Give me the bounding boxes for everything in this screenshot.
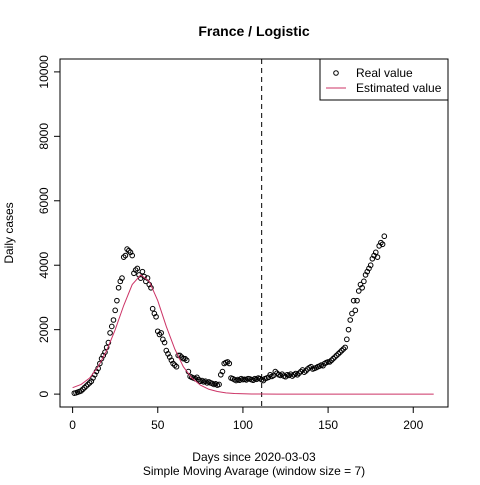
data-point xyxy=(119,275,125,281)
data-point xyxy=(381,233,388,240)
data-point xyxy=(361,278,367,285)
data-point xyxy=(224,359,231,365)
data-point xyxy=(105,339,112,346)
data-point xyxy=(139,268,146,275)
data-point xyxy=(340,346,347,352)
data-point xyxy=(158,330,164,336)
data-point xyxy=(183,357,190,364)
data-point xyxy=(350,297,357,304)
x-tick-label: 0 xyxy=(69,418,76,432)
legend-label: Estimated value xyxy=(356,81,442,95)
y-tick-label: 2000 xyxy=(37,316,51,343)
data-point xyxy=(333,352,340,359)
data-point xyxy=(372,249,379,256)
estimated-line xyxy=(72,274,434,395)
data-point xyxy=(347,317,354,323)
data-point xyxy=(132,267,139,273)
data-point xyxy=(298,368,304,375)
data-point xyxy=(335,351,342,357)
y-tick-label: 6000 xyxy=(37,187,51,214)
data-point xyxy=(80,386,86,393)
data-point xyxy=(134,265,141,272)
chart-title: France / Logistic xyxy=(198,23,309,39)
data-point xyxy=(355,288,362,294)
data-point xyxy=(86,380,93,386)
data-point xyxy=(195,376,202,383)
data-point xyxy=(330,355,337,362)
data-point xyxy=(110,317,117,323)
data-point xyxy=(115,284,122,291)
subtitle: Simple Moving Avarage (window size = 7) xyxy=(143,464,365,478)
data-point xyxy=(272,368,279,375)
y-axis-label: Daily cases xyxy=(2,202,16,263)
data-point xyxy=(126,247,132,254)
data-point xyxy=(294,371,301,378)
x-tick-label: 50 xyxy=(151,418,165,432)
data-point xyxy=(344,336,350,343)
data-point xyxy=(250,377,256,384)
data-point xyxy=(85,381,91,388)
data-point xyxy=(112,307,118,314)
data-point xyxy=(216,381,222,388)
data-point xyxy=(81,384,88,391)
x-tick-label: 200 xyxy=(403,418,423,432)
data-point xyxy=(342,344,348,351)
data-point xyxy=(107,330,113,336)
data-point xyxy=(236,377,243,384)
data-point xyxy=(374,254,381,260)
y-tick-label: 8000 xyxy=(37,123,51,150)
data-point xyxy=(349,310,355,317)
data-point xyxy=(171,362,178,368)
y-tick-label: 0 xyxy=(37,390,51,397)
data-point xyxy=(202,378,209,385)
data-point xyxy=(149,305,156,312)
x-axis-label: Days since 2020-03-03 xyxy=(192,450,316,464)
data-point xyxy=(97,360,103,367)
data-point xyxy=(170,360,176,367)
data-point xyxy=(161,339,168,346)
data-point xyxy=(296,370,302,376)
data-point xyxy=(156,331,163,338)
data-point xyxy=(226,360,233,367)
data-point xyxy=(120,254,127,260)
data-point xyxy=(328,357,335,364)
data-point xyxy=(338,347,345,354)
data-point xyxy=(326,359,333,365)
data-point xyxy=(129,252,136,259)
data-point xyxy=(354,297,360,304)
data-point xyxy=(153,313,159,320)
data-point xyxy=(345,326,352,333)
data-point xyxy=(219,368,226,375)
data-point xyxy=(352,307,359,314)
data-point xyxy=(379,241,386,248)
data-point xyxy=(337,349,343,356)
data-point xyxy=(378,239,384,246)
x-tick-label: 100 xyxy=(233,418,253,432)
legend-symbol xyxy=(333,70,339,76)
data-point xyxy=(173,363,180,370)
legend-box xyxy=(319,58,449,101)
data-point xyxy=(359,284,365,291)
data-point xyxy=(114,297,120,304)
data-point xyxy=(124,246,130,252)
data-point xyxy=(367,262,374,269)
data-point xyxy=(122,252,129,259)
data-point xyxy=(108,323,115,330)
y-tick-label: 4000 xyxy=(37,252,51,279)
data-point xyxy=(267,371,273,378)
data-point xyxy=(332,354,338,360)
x-tick-label: 150 xyxy=(318,418,338,432)
data-point xyxy=(78,388,84,394)
legend-label: Real value xyxy=(356,66,413,80)
y-tick-label: 10000 xyxy=(37,55,51,89)
data-point xyxy=(182,355,188,362)
data-point xyxy=(83,383,90,389)
